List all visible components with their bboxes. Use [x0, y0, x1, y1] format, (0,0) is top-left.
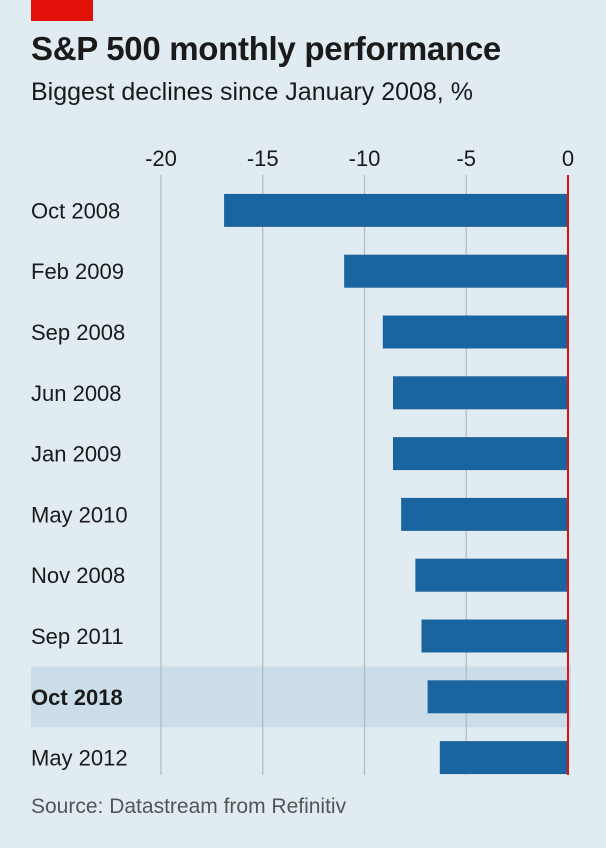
category-label: Jan 2009	[31, 442, 122, 467]
x-tick-label: -20	[145, 146, 177, 171]
bar	[392, 437, 568, 471]
bar	[439, 741, 568, 775]
bar	[415, 558, 568, 592]
category-label: May 2012	[31, 746, 128, 771]
category-label: Oct 2018	[31, 685, 123, 710]
bar	[427, 680, 568, 714]
brand-red-tag	[31, 0, 93, 21]
x-tick-label: -10	[349, 146, 381, 171]
x-tick-label: -5	[456, 146, 476, 171]
chart-title: S&P 500 monthly performance	[31, 30, 501, 67]
bar	[382, 315, 568, 349]
bar	[392, 376, 568, 410]
bar	[224, 193, 568, 227]
category-label: Feb 2009	[31, 259, 124, 284]
category-label: Jun 2008	[31, 381, 122, 406]
category-label: Nov 2008	[31, 563, 125, 588]
category-label: Oct 2008	[31, 198, 120, 223]
chart-subtitle: Biggest declines since January 2008, %	[31, 78, 473, 106]
category-label: May 2010	[31, 502, 128, 527]
bar	[421, 619, 568, 653]
category-label: Sep 2011	[31, 624, 124, 649]
bar	[401, 497, 568, 531]
category-label: Sep 2008	[31, 320, 125, 345]
source-note: Source: Datastream from Refinitiv	[31, 795, 347, 818]
bar	[344, 254, 568, 288]
x-tick-label: 0	[562, 146, 574, 171]
x-tick-label: -15	[247, 146, 279, 171]
